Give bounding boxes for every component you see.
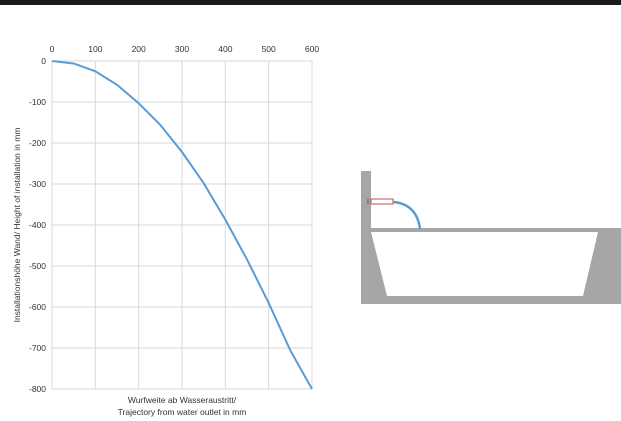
- series-layer: [51, 60, 313, 390]
- y-tick-label: -700: [29, 343, 46, 353]
- x-tick-label: 400: [218, 44, 232, 54]
- top-border-bar: [0, 0, 621, 5]
- plot-frame: [51, 60, 313, 390]
- y-tick-label: -400: [29, 220, 46, 230]
- x-tick-labels: 0 100 200 300 400 500 600: [50, 44, 320, 54]
- x-tick-label: 100: [88, 44, 102, 54]
- x-tick-label: 500: [262, 44, 276, 54]
- y-tick-label: -200: [29, 138, 46, 148]
- water-jet: [392, 200, 422, 230]
- y-tick-label: -500: [29, 261, 46, 271]
- y-tick-label: -800: [29, 384, 46, 394]
- y-tick-label: -600: [29, 302, 46, 312]
- x-axis-title-line2: Trajectory from water outlet in mm: [118, 407, 247, 417]
- x-tick-label: 300: [175, 44, 189, 54]
- trajectory-line: [51, 60, 313, 390]
- y-tick-label: -300: [29, 179, 46, 189]
- y-axis-title: Installationshöhe Wand/ Height of instal…: [12, 128, 22, 323]
- trajectory-chart: 0 100 200 300 400 500 600 0 -100 -200 -300 -400 -50…: [12, 44, 320, 417]
- bathtub-body: [361, 228, 621, 304]
- x-tick-label: 600: [305, 44, 319, 54]
- x-axis-title-line1: Wurfweite ab Wasseraustritt/: [128, 395, 237, 405]
- x-tick-label: 0: [50, 44, 55, 54]
- y-tick-label: -100: [29, 97, 46, 107]
- y-tick-label: 0: [41, 56, 46, 66]
- y-tick-labels: 0 -100 -200 -300 -400 -500 -600 -700 -800: [29, 56, 46, 394]
- wall: [361, 171, 371, 231]
- grid-layer: [51, 60, 313, 390]
- x-tick-label: 200: [132, 44, 146, 54]
- spout: [370, 198, 394, 205]
